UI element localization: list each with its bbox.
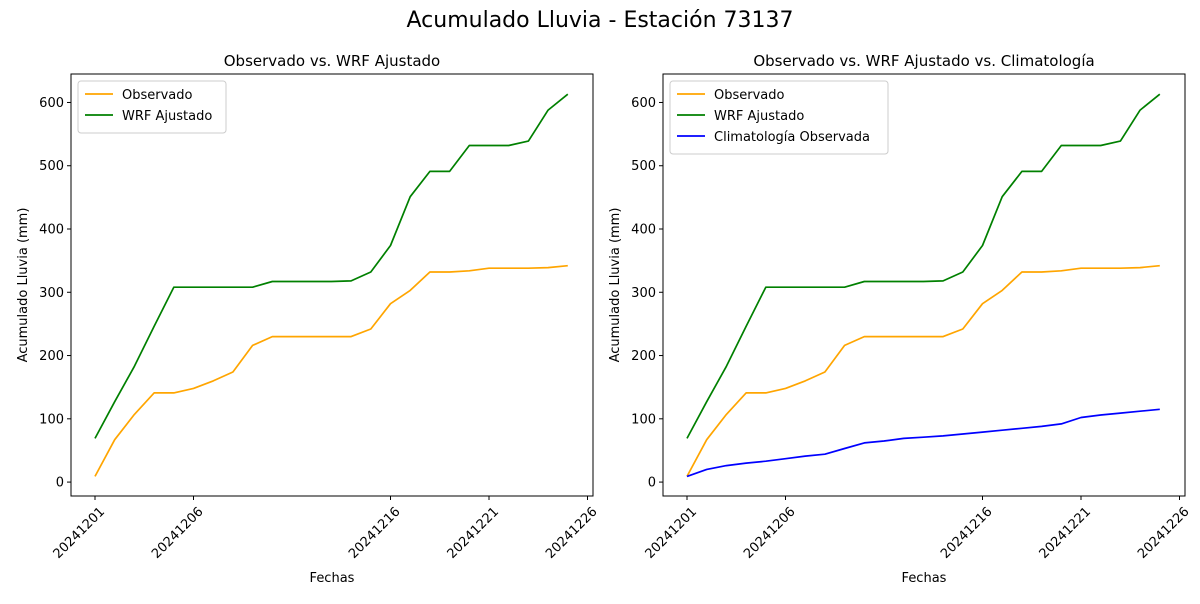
y-tick-label: 500 <box>39 159 64 174</box>
x-tick-label: 20241221 <box>445 504 502 561</box>
y-tick-label: 100 <box>39 412 64 427</box>
x-tick-label: 20241226 <box>543 504 600 561</box>
legend-label: WRF Ajustado <box>122 109 212 124</box>
y-tick-label: 300 <box>631 286 656 301</box>
x-axis-label: Fechas <box>902 571 947 586</box>
y-tick-label: 400 <box>39 223 64 238</box>
chart-title: Observado vs. WRF Ajustado vs. Climatolo… <box>753 52 1094 70</box>
chart-title: Observado vs. WRF Ajustado <box>224 52 440 70</box>
y-tick-label: 0 <box>56 476 64 491</box>
y-tick-label: 600 <box>39 96 64 111</box>
y-axis-label: Acumulado Lluvia (mm) <box>16 208 31 363</box>
y-tick-label: 0 <box>648 476 656 491</box>
legend-box <box>669 80 889 155</box>
x-tick-label: 20241201 <box>643 504 700 561</box>
y-tick-label: 400 <box>631 223 656 238</box>
x-axis-label: Fechas <box>310 571 355 586</box>
chart-panel-1: Observado vs. WRF Ajustado 0 100 200 300 400 5… <box>16 52 601 586</box>
x-tick-label: 20241201 <box>51 504 108 561</box>
series-line-wrf-ajustado <box>94 93 569 439</box>
x-tick-label: 20241206 <box>741 504 798 561</box>
y-tick-label: 300 <box>39 286 64 301</box>
chart-panel-2: Observado vs. WRF Ajustado vs. Climatolo… <box>608 52 1193 586</box>
plot-frame <box>70 73 594 497</box>
x-tick-label: 20241216 <box>938 504 995 561</box>
legend-label: Observado <box>122 88 193 103</box>
x-tick-label: 20241216 <box>346 504 403 561</box>
series-line-wrf-ajustado <box>686 93 1161 439</box>
y-axis-label: Acumulado Lluvia (mm) <box>608 208 623 363</box>
legend-label: Climatología Observada <box>714 130 870 145</box>
x-tick-label: 20241206 <box>149 504 206 561</box>
series-line-observado <box>686 264 1160 477</box>
y-tick-label: 200 <box>631 349 656 364</box>
figure-title: Acumulado Lluvia - Estación 73137 <box>406 8 794 33</box>
legend-label: WRF Ajustado <box>714 109 804 124</box>
x-tick-label: 20241221 <box>1037 504 1094 561</box>
series-line-climatolog-a-observada <box>686 408 1160 478</box>
x-tick-label: 20241226 <box>1135 504 1192 561</box>
legend-label: Observado <box>714 88 785 103</box>
y-tick-label: 100 <box>631 412 656 427</box>
y-tick-label: 600 <box>631 96 656 111</box>
plot-frame <box>662 73 1186 497</box>
legend-box <box>77 80 227 134</box>
series-line-observado <box>94 264 568 477</box>
y-tick-label: 200 <box>39 349 64 364</box>
y-tick-label: 500 <box>631 159 656 174</box>
